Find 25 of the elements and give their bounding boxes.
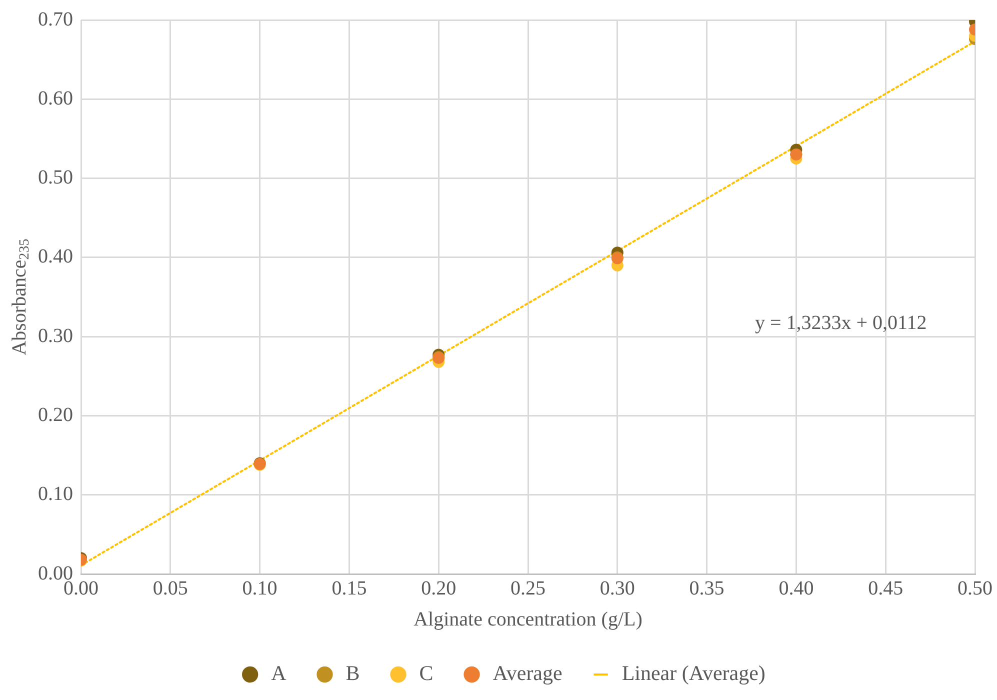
legend-label: A	[271, 661, 288, 686]
y-tick-label: 0.40	[38, 246, 73, 268]
y-axis-title: Absorbance235	[8, 238, 33, 356]
y-tick-label: 0.10	[38, 483, 73, 506]
x-tick-label: 0.30	[600, 577, 635, 600]
y-tick-label: 0.50	[38, 166, 73, 189]
y-tick-label: 0.70	[38, 8, 73, 30]
y-tick-label: 0.20	[38, 404, 73, 426]
x-tick-label: 0.40	[778, 577, 814, 600]
x-tick-label: 0.50	[958, 577, 992, 600]
legend-label: Average	[492, 661, 562, 686]
x-tick-label: 0.20	[421, 577, 456, 600]
legend-label: Linear (Average)	[622, 661, 766, 686]
legend-label: B	[346, 661, 360, 686]
annotation: y = 1,3233x + 0,0112	[754, 312, 927, 334]
x-tick-label: 0.05	[152, 577, 188, 600]
legend-label: C	[419, 661, 434, 686]
y-tick-label: 0.60	[38, 87, 73, 110]
x-tick-label: 0.45	[868, 577, 904, 600]
y-tick-label: 0.30	[38, 324, 73, 347]
x-tick-label: 0.10	[242, 577, 278, 600]
x-tick-label: 0.35	[689, 577, 724, 600]
x-tick-label: 0.15	[332, 577, 367, 600]
x-axis-title: Alginate concentration (g/L)	[414, 608, 642, 630]
x-tick-label: 0.25	[510, 577, 546, 600]
